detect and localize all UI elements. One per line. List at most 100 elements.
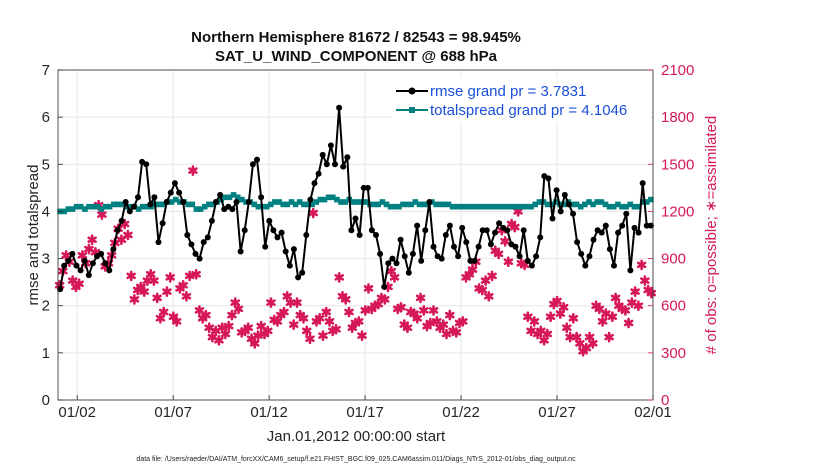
spread-point (515, 203, 522, 210)
rmse-point (524, 257, 531, 264)
rmse-point (290, 246, 297, 253)
rmse-point (233, 199, 240, 205)
obs-assimilated-point (223, 320, 234, 332)
rmse-point (282, 248, 289, 255)
obs-assimilated-point (588, 338, 598, 349)
rmse-point (180, 199, 187, 205)
rmse-point (512, 243, 519, 250)
rmse-point (299, 269, 306, 276)
rmse-point (229, 206, 236, 213)
obs-series (54, 165, 657, 357)
rmse-point (430, 243, 437, 250)
rmse-point (327, 142, 334, 149)
y-left-tick-label: 4 (42, 203, 50, 220)
spread-point (404, 201, 410, 208)
obs-assimilated-point (523, 311, 533, 322)
obs-assimilated-point (331, 324, 341, 335)
spread-point (487, 203, 493, 210)
obs-assimilated-point (152, 292, 162, 304)
spread-point (288, 199, 295, 205)
rmse-point (126, 208, 133, 215)
obs-assimilated-point (419, 305, 429, 316)
rmse-point (159, 220, 166, 227)
rmse-point (409, 250, 416, 257)
obs-assimilated-point (334, 272, 344, 283)
rmse-point (643, 222, 650, 229)
rmse-point (582, 262, 589, 269)
rmse-point (492, 229, 498, 236)
rmse-point (295, 274, 302, 281)
rmse-point (459, 224, 466, 231)
obs-assimilated-point (129, 294, 140, 305)
rmse-point (619, 222, 626, 229)
legend-box (392, 78, 652, 122)
obs-assimilated-point (568, 313, 579, 324)
rmse-point (611, 262, 617, 269)
rmse-point (561, 191, 568, 198)
obs-assimilated-point (597, 316, 608, 327)
spread-point (453, 203, 460, 210)
x-axis: 01/02 01/07 01/12 01/17 01/22 01/27 02/01 (58, 395, 672, 421)
y-left-tick-label: 7 (42, 62, 50, 79)
spread-point (61, 208, 67, 215)
obs-assimilated-point (467, 264, 478, 275)
obs-assimilated-point (282, 291, 292, 302)
rmse-point (455, 253, 462, 260)
rmse-point (81, 257, 88, 264)
obs-assimilated-point (633, 300, 644, 311)
spread-point (77, 203, 84, 210)
obs-assimilated-point (298, 313, 309, 324)
rmse-point (114, 227, 121, 234)
obs-assimilated-point (396, 302, 406, 313)
obs-assimilated-point (354, 316, 364, 327)
x-tick-label: 01/07 (154, 404, 192, 421)
rmse-point (602, 222, 609, 229)
spread-point (375, 201, 381, 208)
rmse-point (467, 257, 474, 264)
obs-assimilated-point (149, 275, 159, 286)
rmse-point (311, 180, 318, 187)
rmse-point (184, 232, 191, 238)
spread-point (503, 203, 510, 210)
rmse-point (336, 104, 343, 111)
rmse-point (171, 180, 178, 187)
obs-assimilated-point (636, 259, 647, 271)
rmse-point (307, 196, 314, 203)
spread-point (135, 206, 142, 212)
spread-point (284, 201, 291, 208)
spread-point (201, 203, 208, 210)
y-axis-right: 0 300 600 900 1200 1500 1800 2100 (648, 62, 694, 409)
rmse-point (241, 227, 248, 234)
spread-point (577, 203, 584, 210)
spread-point (350, 199, 357, 205)
obs-assimilated-point (158, 306, 169, 318)
rmse-point (578, 250, 585, 257)
rmse-point (639, 180, 646, 187)
spread-point (615, 201, 621, 208)
rmse-point (606, 246, 613, 253)
rmse-point (504, 227, 511, 234)
obs-assimilated-point (623, 317, 634, 329)
spread-point (379, 199, 386, 205)
spread-point (197, 206, 204, 212)
spread-point (437, 201, 443, 208)
obs-assimilated-point (279, 306, 289, 318)
obs-assimilated-point (171, 316, 182, 327)
spread-point (127, 203, 134, 210)
rmse-point (368, 227, 375, 234)
obs-assimilated-point (412, 313, 422, 324)
spread-point (524, 203, 530, 210)
rmse-point (557, 208, 564, 215)
obs-assimilated-point (123, 229, 133, 241)
spread-point (433, 201, 439, 208)
obs-assimilated-point (386, 265, 396, 277)
spread-point (255, 203, 262, 210)
obs-assimilated-point (292, 297, 302, 308)
obs-assimilated-point (256, 320, 266, 332)
rmse-point (65, 257, 72, 264)
rmse-point (389, 255, 396, 262)
spread-point (441, 201, 448, 208)
spread-point (230, 192, 237, 198)
spread-point (119, 201, 125, 208)
chart-title-line2: SAT_U_WIND_COMPONENT @ 688 hPa (215, 48, 498, 65)
